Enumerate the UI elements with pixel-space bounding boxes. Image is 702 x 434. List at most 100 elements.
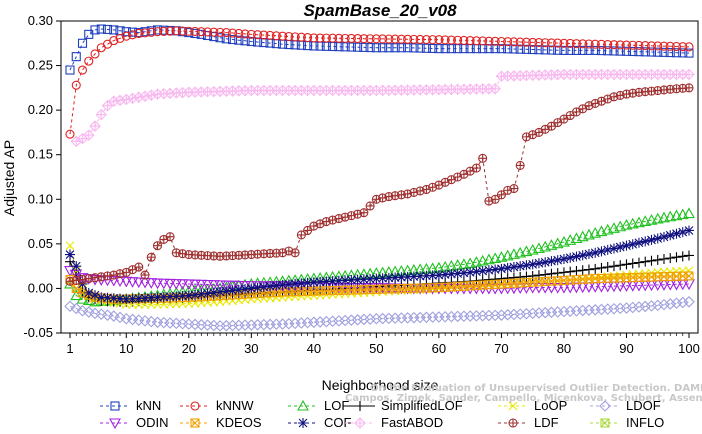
point-simplifiedlof-100 — [684, 250, 694, 261]
point-knn-98 — [671, 48, 682, 58]
point-simplifiedlof-96 — [658, 254, 669, 265]
series-line-ldf — [69, 87, 690, 282]
point-knnw-52 — [384, 34, 394, 44]
point-knnw-57 — [415, 34, 425, 45]
point-simplifiedlof-91 — [627, 258, 638, 269]
point-cof-56 — [408, 271, 419, 282]
series-kdeos — [65, 271, 694, 304]
point-ldf-39 — [303, 225, 313, 236]
legend-item-cof: COF — [288, 415, 352, 430]
point-knn-1 — [65, 65, 75, 75]
point-knn-80 — [559, 45, 569, 55]
point-knn-54 — [396, 43, 406, 53]
point-cof-26 — [221, 286, 232, 297]
point-odin-72 — [507, 283, 520, 295]
point-cof-57 — [415, 271, 426, 282]
point-knnw-76 — [534, 38, 544, 48]
point-simplifiedlof-84 — [583, 264, 594, 275]
point-cof-81 — [565, 252, 576, 263]
series-line-knnw — [69, 30, 690, 135]
point-knnw-24 — [209, 27, 219, 37]
point-ldf-72 — [509, 184, 519, 194]
point-knnw-95 — [653, 41, 663, 51]
point-odin-22 — [195, 279, 208, 291]
point-ldof-9 — [114, 311, 126, 324]
point-cof-99 — [677, 227, 688, 238]
point-ldf-12 — [134, 262, 144, 272]
point-cof-92 — [633, 237, 644, 248]
point-cof-36 — [283, 279, 294, 290]
point-knnw-38 — [296, 32, 306, 42]
point-cof-88 — [608, 243, 619, 254]
point-knn-71 — [503, 44, 513, 54]
x-tick-label: 1 — [66, 341, 73, 356]
point-cof-15 — [152, 292, 163, 303]
point-odin-1 — [64, 266, 76, 277]
y-tick-label: 0.00 — [28, 280, 53, 295]
point-knn-5 — [90, 25, 100, 35]
point-cof-67 — [477, 265, 488, 276]
point-cof-42 — [321, 276, 332, 287]
point-knn-88 — [609, 46, 619, 56]
point-cof-21 — [190, 289, 201, 300]
point-knn-91 — [628, 46, 638, 57]
point-knnw-75 — [528, 37, 538, 47]
legend-label: ODIN — [136, 415, 169, 430]
point-ldof-95 — [651, 299, 664, 312]
series-knnw — [65, 26, 694, 139]
point-odin-23 — [201, 279, 214, 291]
point-knnw-2 — [71, 80, 81, 90]
point-cof-10 — [121, 294, 132, 305]
point-cof-33 — [265, 281, 276, 292]
point-fastabod-6 — [95, 108, 108, 121]
legend-item-kdeos: KDEOS — [180, 415, 262, 430]
point-cof-19 — [177, 290, 188, 301]
point-odin-74 — [520, 283, 533, 294]
point-knn-89 — [615, 46, 625, 56]
legend-marker-knnw — [190, 401, 200, 411]
y-tick-label: 0.25 — [28, 58, 53, 73]
point-knnw-93 — [640, 41, 650, 51]
point-knnw-47 — [353, 34, 363, 44]
point-cof-60 — [433, 270, 444, 281]
point-knn-52 — [384, 43, 394, 53]
legend-item-fastabod: FastABOD — [345, 415, 443, 430]
point-knnw-65 — [465, 36, 475, 46]
point-odin-16 — [157, 278, 170, 290]
point-cof-76 — [533, 258, 544, 269]
point-simplifiedlof-92 — [633, 257, 644, 268]
point-knn-100 — [684, 48, 694, 58]
point-cof-87 — [602, 244, 613, 255]
point-cof-74 — [521, 260, 532, 271]
point-cof-82 — [571, 251, 582, 262]
point-knnw-44 — [334, 33, 344, 43]
point-knnw-11 — [127, 30, 138, 40]
point-knnw-17 — [165, 26, 175, 36]
point-simplifiedlof-85 — [590, 263, 601, 274]
point-knnw-54 — [396, 34, 406, 44]
point-cof-59 — [427, 270, 438, 281]
point-cof-35 — [277, 279, 288, 290]
x-tick-label: 80 — [557, 341, 571, 356]
point-ldof-97 — [664, 298, 677, 310]
point-cof-51 — [377, 273, 388, 284]
point-cof-24 — [208, 287, 219, 298]
point-knnw-62 — [446, 35, 456, 45]
point-loop-1 — [65, 241, 75, 251]
point-cof-73 — [515, 261, 526, 272]
point-odin-26 — [220, 280, 233, 292]
point-cof-53 — [390, 272, 401, 283]
point-fastabod-4 — [82, 129, 95, 141]
point-simplifiedlof-97 — [665, 253, 676, 264]
point-odin-18 — [170, 279, 183, 290]
legend-label: INFLO — [626, 415, 664, 430]
point-lof-99 — [676, 208, 689, 220]
x-tick-label: 60 — [432, 341, 446, 356]
legend-item-simplifiedlof: SimplifiedLOF — [345, 398, 463, 413]
point-cof-2 — [71, 261, 82, 272]
point-simplifiedlof-99 — [677, 251, 688, 262]
point-knn-95 — [653, 47, 663, 57]
point-knn-27 — [228, 34, 238, 45]
legend-marker-kdeos — [190, 418, 200, 428]
point-fastabod-9 — [114, 94, 126, 107]
